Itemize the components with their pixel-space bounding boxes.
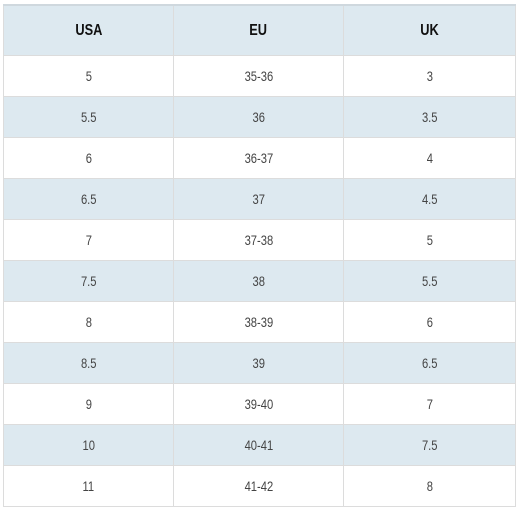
cell-eu: 36 — [173, 96, 344, 138]
cell-uk: 5.5 — [343, 260, 516, 302]
table-row: 8.5 39 6.5 — [3, 342, 516, 384]
cell-uk: 7 — [343, 383, 516, 425]
table-row: 10 40-41 7.5 — [3, 424, 516, 466]
cell-uk: 7.5 — [343, 424, 516, 466]
cell-eu: 35-36 — [173, 55, 344, 97]
cell-usa: 9 — [3, 383, 174, 425]
cell-uk: 4.5 — [343, 178, 516, 220]
cell-uk: 4 — [343, 137, 516, 179]
cell-eu: 40-41 — [173, 424, 344, 466]
cell-eu: 39 — [173, 342, 344, 384]
cell-usa: 8 — [3, 301, 174, 343]
cell-uk: 3 — [343, 55, 516, 97]
cell-usa: 5 — [3, 55, 174, 97]
table-row: 8 38-39 6 — [3, 301, 516, 343]
cell-usa: 7 — [3, 219, 174, 261]
header-eu: EU — [173, 4, 344, 56]
cell-eu: 41-42 — [173, 465, 344, 507]
cell-eu: 37 — [173, 178, 344, 220]
header-usa: USA — [3, 4, 174, 56]
cell-eu: 36-37 — [173, 137, 344, 179]
cell-usa: 8.5 — [3, 342, 174, 384]
table-row: 5 35-36 3 — [3, 55, 516, 97]
cell-eu: 37-38 — [173, 219, 344, 261]
cell-uk: 6.5 — [343, 342, 516, 384]
cell-usa: 7.5 — [3, 260, 174, 302]
table-row: 9 39-40 7 — [3, 383, 516, 425]
cell-uk: 6 — [343, 301, 516, 343]
cell-usa: 11 — [3, 465, 174, 507]
table-header-row: USA EU UK — [3, 4, 516, 56]
cell-eu: 38-39 — [173, 301, 344, 343]
table-row: 7 37-38 5 — [3, 219, 516, 261]
size-chart-container: USA EU UK 5 35-36 3 5.5 36 3.5 6 36-37 4 — [3, 4, 516, 514]
cell-eu: 38 — [173, 260, 344, 302]
cell-usa: 10 — [3, 424, 174, 466]
table-row: 6.5 37 4.5 — [3, 178, 516, 220]
cell-uk: 8 — [343, 465, 516, 507]
table-row: 6 36-37 4 — [3, 137, 516, 179]
cell-eu: 39-40 — [173, 383, 344, 425]
cell-usa: 6 — [3, 137, 174, 179]
table-row: 7.5 38 5.5 — [3, 260, 516, 302]
header-uk: UK — [343, 4, 516, 56]
table-row: 5.5 36 3.5 — [3, 96, 516, 138]
cell-uk: 5 — [343, 219, 516, 261]
cell-uk: 3.5 — [343, 96, 516, 138]
cell-usa: 6.5 — [3, 178, 174, 220]
shoe-size-table: USA EU UK 5 35-36 3 5.5 36 3.5 6 36-37 4 — [3, 4, 516, 507]
cell-usa: 5.5 — [3, 96, 174, 138]
table-row: 11 41-42 8 — [3, 465, 516, 507]
